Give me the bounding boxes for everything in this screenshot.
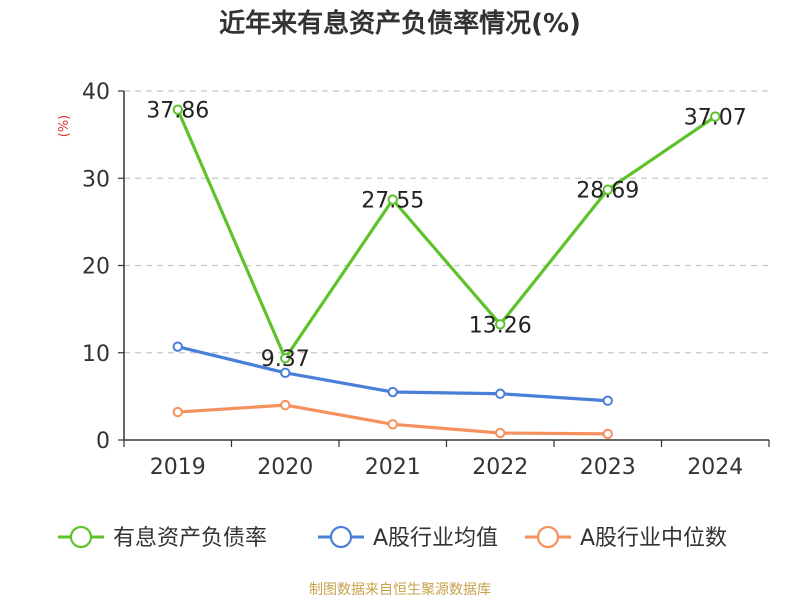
data-label: 13.26 <box>469 313 532 338</box>
legend-swatch-marker <box>329 525 353 549</box>
x-tick-label: 2020 <box>257 455 313 480</box>
legend-label: 有息资产负债率 <box>113 526 267 551</box>
grid-lines <box>124 90 769 354</box>
data-point <box>602 395 613 406</box>
x-tick-label: 2023 <box>580 455 636 480</box>
data-point <box>710 111 721 122</box>
legend-label: A股行业均值 <box>373 526 498 551</box>
series-line <box>176 109 717 360</box>
y-tick-label: 30 <box>82 167 110 192</box>
data-point <box>172 104 183 115</box>
data-point <box>602 428 613 440</box>
chart-title: 近年来有息资产负债率情况(%) <box>219 8 581 39</box>
x-tick-label: 2021 <box>365 455 421 480</box>
data-point <box>387 419 398 430</box>
data-point <box>387 386 398 398</box>
legend: 有息资产负债率 A股行业均值 A股行业中位数 <box>58 525 727 551</box>
y-axis-label: (%) <box>57 115 72 138</box>
data-labels: 37.86 9.37 27.55 13.26 28.69 37.07 <box>146 99 746 373</box>
x-tick-label: 2022 <box>472 455 528 480</box>
y-tick-label: 0 <box>96 429 110 454</box>
source-footer: 制图数据来自恒生聚源数据库 <box>309 582 491 598</box>
data-point <box>495 427 506 439</box>
y-tick-label: 20 <box>82 255 110 280</box>
legend-swatch-marker <box>69 525 93 549</box>
data-point <box>172 406 183 418</box>
x-tick-label: 2024 <box>687 455 743 480</box>
data-point <box>280 399 291 411</box>
data-label: 37.07 <box>684 106 747 131</box>
data-label: 9.37 <box>261 347 310 372</box>
data-point <box>495 319 506 330</box>
y-tick-label: 40 <box>82 80 110 105</box>
series-group <box>172 104 721 440</box>
data-point <box>602 184 613 195</box>
data-point <box>280 367 291 379</box>
y-tick-label: 10 <box>82 342 110 367</box>
x-tick-label: 2019 <box>150 455 206 480</box>
data-point <box>280 353 291 364</box>
data-label: 27.55 <box>361 189 424 214</box>
data-point <box>387 194 398 205</box>
legend-swatch-marker <box>536 525 560 549</box>
data-point <box>172 341 183 352</box>
data-point <box>495 388 506 399</box>
axes: 0 10 20 30 40 2019 2020 2021 2022 2023 2024 <box>82 80 770 480</box>
legend-label: A股行业中位数 <box>580 526 727 551</box>
data-label: 28.69 <box>576 179 639 204</box>
data-label: 37.86 <box>146 99 209 124</box>
